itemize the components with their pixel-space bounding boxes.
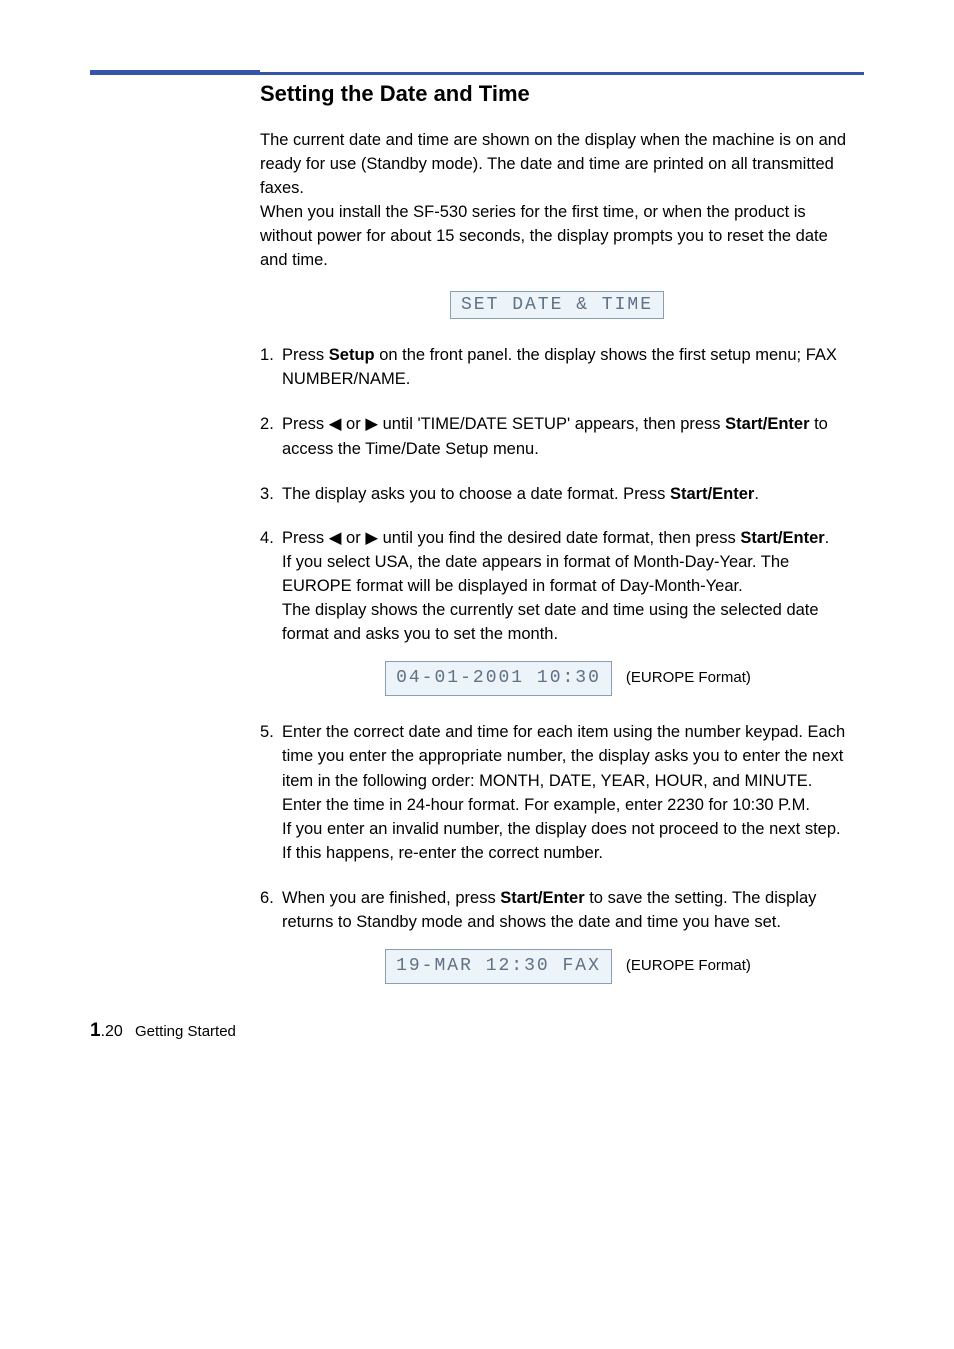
step-4: Press ◀ or ▶ until you find the desired …: [260, 526, 854, 695]
step-5-sub-1: Enter the time in 24-hour format. For ex…: [282, 794, 854, 818]
step-5-sub-2: If you enter an invalid number, the disp…: [282, 818, 854, 866]
step-4-text-a: Press: [282, 529, 329, 547]
step-3-text-c: .: [754, 485, 759, 503]
step-6-bold: Start/Enter: [500, 889, 584, 907]
right-arrow-icon-2: ▶: [365, 529, 378, 547]
intro-paragraph-1: The current date and time are shown on t…: [260, 129, 854, 201]
page-footer: 1.20 Getting Started: [90, 1020, 864, 1042]
step-2-bold: Start/Enter: [725, 415, 809, 433]
intro-paragraph-2: When you install the SF-530 series for t…: [260, 201, 854, 273]
step-4-sub-2: The display shows the currently set date…: [282, 599, 854, 647]
steps-list: Press Setup on the front panel. the disp…: [260, 343, 854, 985]
step-3: The display asks you to choose a date fo…: [260, 482, 854, 507]
step-3-bold: Start/Enter: [670, 485, 754, 503]
step-2-text-a: Press: [282, 415, 329, 433]
manual-page: Setting the Date and Time The current da…: [0, 0, 954, 1092]
step-1: Press Setup on the front panel. the disp…: [260, 343, 854, 393]
lcd-display-3: 19-MAR 12:30 FAX: [385, 949, 612, 984]
content-block: Setting the Date and Time The current da…: [260, 81, 854, 984]
rule-left: [90, 70, 260, 75]
step-4-sub-1: If you select USA, the date appears in f…: [282, 551, 854, 599]
step-3-text-a: The display asks you to choose a date fo…: [282, 485, 670, 503]
header-rules: [90, 70, 864, 75]
section-title: Setting the Date and Time: [260, 81, 854, 107]
right-arrow-icon: ▶: [365, 415, 378, 433]
lcd-3-annotation: (EUROPE Format): [626, 955, 751, 978]
left-arrow-icon: ◀: [329, 415, 342, 433]
lcd-display-3-row: 19-MAR 12:30 FAX (EUROPE Format): [282, 949, 854, 984]
lcd-display-2: 04-01-2001 10:30: [385, 661, 612, 696]
step-2-text-b: or: [341, 415, 365, 433]
chapter-name: Getting Started: [135, 1023, 236, 1040]
lcd-2-annotation: (EUROPE Format): [626, 667, 751, 690]
step-5-text: Enter the correct date and time for each…: [282, 723, 845, 791]
left-arrow-icon-2: ◀: [329, 529, 342, 547]
step-5: Enter the correct date and time for each…: [260, 720, 854, 866]
step-4-text-e: .: [825, 529, 830, 547]
step-6-text-a: When you are finished, press: [282, 889, 500, 907]
rule-right: [260, 72, 864, 75]
step-1-bold: Setup: [329, 346, 375, 364]
lcd-display-1: SET DATE & TIME: [450, 291, 664, 319]
step-6: When you are finished, press Start/Enter…: [260, 886, 854, 985]
step-2: Press ◀ or ▶ until 'TIME/DATE SETUP' app…: [260, 412, 854, 462]
step-1-text-a: Press: [282, 346, 329, 364]
page-number-major: 1: [90, 1020, 101, 1041]
step-2-text-c: until 'TIME/DATE SETUP' appears, then pr…: [378, 415, 725, 433]
step-4-text-b: or: [341, 529, 365, 547]
page-number-minor: .20: [101, 1023, 123, 1040]
step-4-text-c: until you find the desired date format, …: [378, 529, 740, 547]
lcd-display-1-row: SET DATE & TIME: [260, 291, 854, 319]
step-4-bold: Start/Enter: [740, 529, 824, 547]
lcd-display-2-row: 04-01-2001 10:30 (EUROPE Format): [282, 661, 854, 696]
